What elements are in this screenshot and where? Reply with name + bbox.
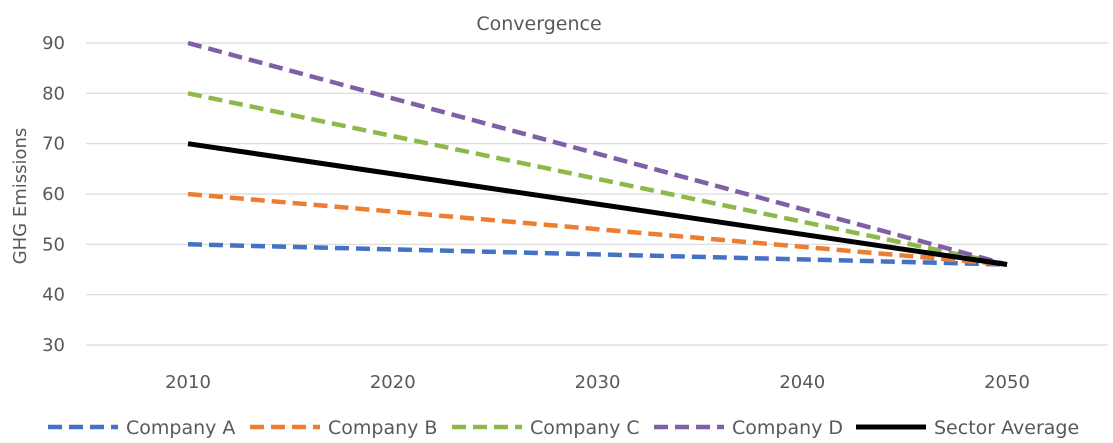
y-tick-label: 60 [42, 184, 65, 205]
x-tick-label: 2010 [165, 372, 211, 393]
series-line-sector-average [187, 141, 1008, 267]
y-tick-label: 80 [42, 83, 65, 104]
chart-title: Convergence [476, 13, 601, 35]
legend-label: Company C [530, 417, 640, 439]
legend-label: Company D [732, 417, 843, 439]
y-tick-label: 90 [42, 33, 65, 54]
series-line-company-c [187, 91, 1008, 267]
x-tick-label: 2040 [779, 372, 825, 393]
y-tick-labels: 30 40 50 60 70 80 90 [42, 33, 65, 356]
gridlines [86, 42, 1108, 346]
y-axis-label: GHG Emissions [10, 128, 31, 265]
legend-label: Company B [328, 417, 437, 439]
series-line-company-b [187, 191, 1008, 267]
legend: Company A Company B Company C Company D Sect… [48, 417, 1079, 439]
y-tick-label: 30 [42, 335, 65, 356]
legend-label: Company A [126, 417, 235, 439]
series-line-company-a [187, 242, 1008, 267]
series-line-company-d [187, 40, 1008, 267]
x-tick-labels: 2010 2020 2030 2040 2050 [165, 372, 1030, 393]
y-tick-label: 70 [42, 134, 65, 155]
x-tick-label: 2050 [984, 372, 1030, 393]
y-tick-label: 40 [42, 285, 65, 306]
series-lines [187, 40, 1008, 267]
y-tick-label: 50 [42, 234, 65, 255]
x-tick-label: 2020 [370, 372, 416, 393]
x-tick-label: 2030 [575, 372, 621, 393]
legend-label: Sector Average [934, 417, 1079, 439]
